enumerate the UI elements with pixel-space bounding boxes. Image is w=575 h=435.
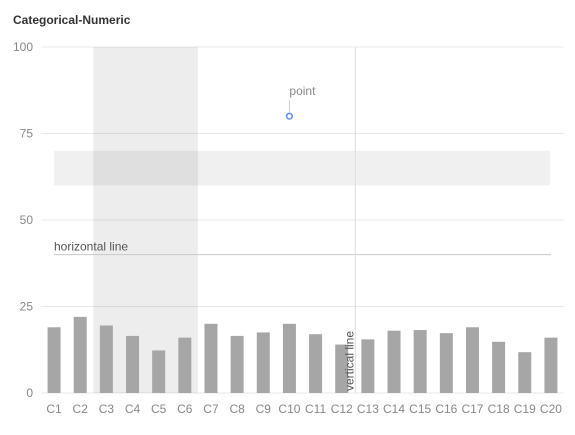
x-tick-label-C9: C9 — [256, 402, 272, 416]
y-tick-label-25: 25 — [20, 300, 34, 314]
x-tick-label-C12: C12 — [331, 402, 353, 416]
x-tick-label-C18: C18 — [488, 402, 510, 416]
x-tick-label-C15: C15 — [409, 402, 431, 416]
x-tick-label-C17: C17 — [461, 402, 483, 416]
bar-C6 — [178, 337, 192, 393]
y-tick-label-100: 100 — [13, 40, 33, 54]
bar-C3 — [99, 325, 113, 393]
bar-C17 — [465, 327, 479, 393]
x-tick-label-C5: C5 — [151, 402, 167, 416]
x-tick-label-C11: C11 — [305, 402, 326, 416]
bar-C16 — [439, 333, 453, 393]
annotation-bands — [54, 47, 550, 393]
x-axis: C1 C2 C3 C4 C5 C6 C7 C8 C9 C10 C11 C12 C13 C14 C15 C16 C… — [46, 402, 562, 416]
y-tick-label-50: 50 — [20, 213, 34, 227]
bar-C9 — [256, 332, 270, 393]
horizontal-band-region — [54, 150, 550, 186]
annotations: horizontal line vertical line point — [54, 47, 551, 393]
x-tick-label-C14: C14 — [383, 402, 405, 416]
bar-C15 — [413, 330, 427, 393]
x-tick-label-C13: C13 — [357, 402, 379, 416]
y-tick-label-75: 75 — [20, 127, 34, 141]
bar-C2 — [73, 316, 87, 393]
vertical-line-label: vertical line — [342, 331, 356, 391]
x-tick-label-C6: C6 — [177, 402, 193, 416]
bar-C12 — [335, 344, 349, 393]
x-tick-label-C2: C2 — [73, 402, 89, 416]
x-tick-label-C8: C8 — [229, 402, 245, 416]
bar-C13 — [361, 339, 375, 393]
bar-C7 — [204, 323, 218, 393]
bar-series — [47, 316, 558, 393]
bar-C20 — [544, 337, 558, 393]
x-tick-label-C10: C10 — [278, 402, 300, 416]
x-tick-label-C1: C1 — [46, 402, 62, 416]
bar-C4 — [126, 335, 140, 393]
y-tick-label-0: 0 — [26, 386, 33, 400]
x-tick-label-C7: C7 — [203, 402, 219, 416]
x-tick-label-C19: C19 — [514, 402, 536, 416]
x-tick-label-C4: C4 — [125, 402, 141, 416]
x-tick-label-C20: C20 — [540, 402, 562, 416]
x-tick-label-C16: C16 — [435, 402, 457, 416]
point-label: point — [289, 84, 316, 98]
bar-C10 — [282, 323, 296, 393]
bar-C19 — [518, 352, 532, 393]
bar-C18 — [492, 341, 506, 393]
point-marker — [285, 112, 294, 120]
bar-C1 — [47, 327, 61, 393]
y-axis: 0 25 50 75 100 — [13, 40, 33, 400]
bar-C14 — [387, 330, 401, 393]
bar-C11 — [309, 334, 323, 393]
bar-C8 — [230, 335, 244, 393]
chart-title: Categorical-Numeric — [13, 13, 131, 27]
horizontal-line-label: horizontal line — [54, 240, 128, 254]
x-tick-label-C3: C3 — [99, 402, 115, 416]
bar-C5 — [152, 350, 166, 393]
